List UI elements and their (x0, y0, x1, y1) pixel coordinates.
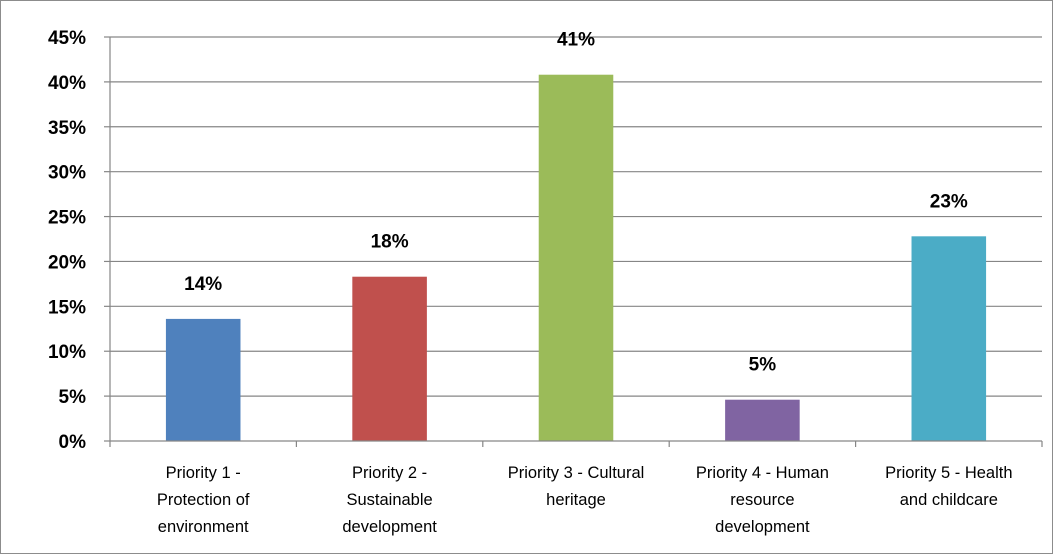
y-tick-label: 15% (48, 297, 86, 318)
y-tick-label: 35% (48, 118, 86, 139)
y-axis-ticks: 0% 5% 10% 15% 20% 25% 30% 35% 40% 45% (48, 28, 110, 453)
data-label: 23% (930, 191, 968, 212)
bar (352, 276, 427, 441)
data-label: 41% (557, 30, 595, 51)
y-tick-label: 0% (59, 432, 87, 453)
data-label: 14% (184, 274, 222, 295)
data-label: 5% (749, 355, 777, 376)
x-category-label: Priority 1 -Protection of environment (157, 464, 250, 536)
bars (165, 74, 987, 441)
x-category-label: Priority 3 - Cultural heritage (508, 464, 645, 509)
y-tick-label: 45% (48, 28, 86, 49)
y-tick-label: 5% (59, 387, 87, 408)
bar (725, 399, 800, 441)
y-tick-label: 20% (48, 252, 86, 273)
x-axis (109, 37, 1043, 447)
y-tick-label: 10% (48, 342, 86, 363)
x-category-label: Priority 2 -Sustainable development (342, 464, 437, 536)
data-label: 18% (371, 232, 409, 253)
bar (538, 74, 614, 441)
bar (911, 236, 987, 441)
data-labels: 14% 18% 41% 5% 23% (184, 30, 968, 376)
category-labels: Priority 1 -Protection of environment Prio… (157, 464, 1013, 536)
y-tick-label: 40% (48, 73, 86, 94)
x-category-label: Priority 5 - Health and childcare (885, 464, 1012, 509)
x-category-label: Priority 4 - Human resource development (696, 464, 829, 536)
bar (165, 318, 241, 441)
y-tick-label: 30% (48, 163, 86, 184)
y-tick-label: 25% (48, 208, 86, 229)
